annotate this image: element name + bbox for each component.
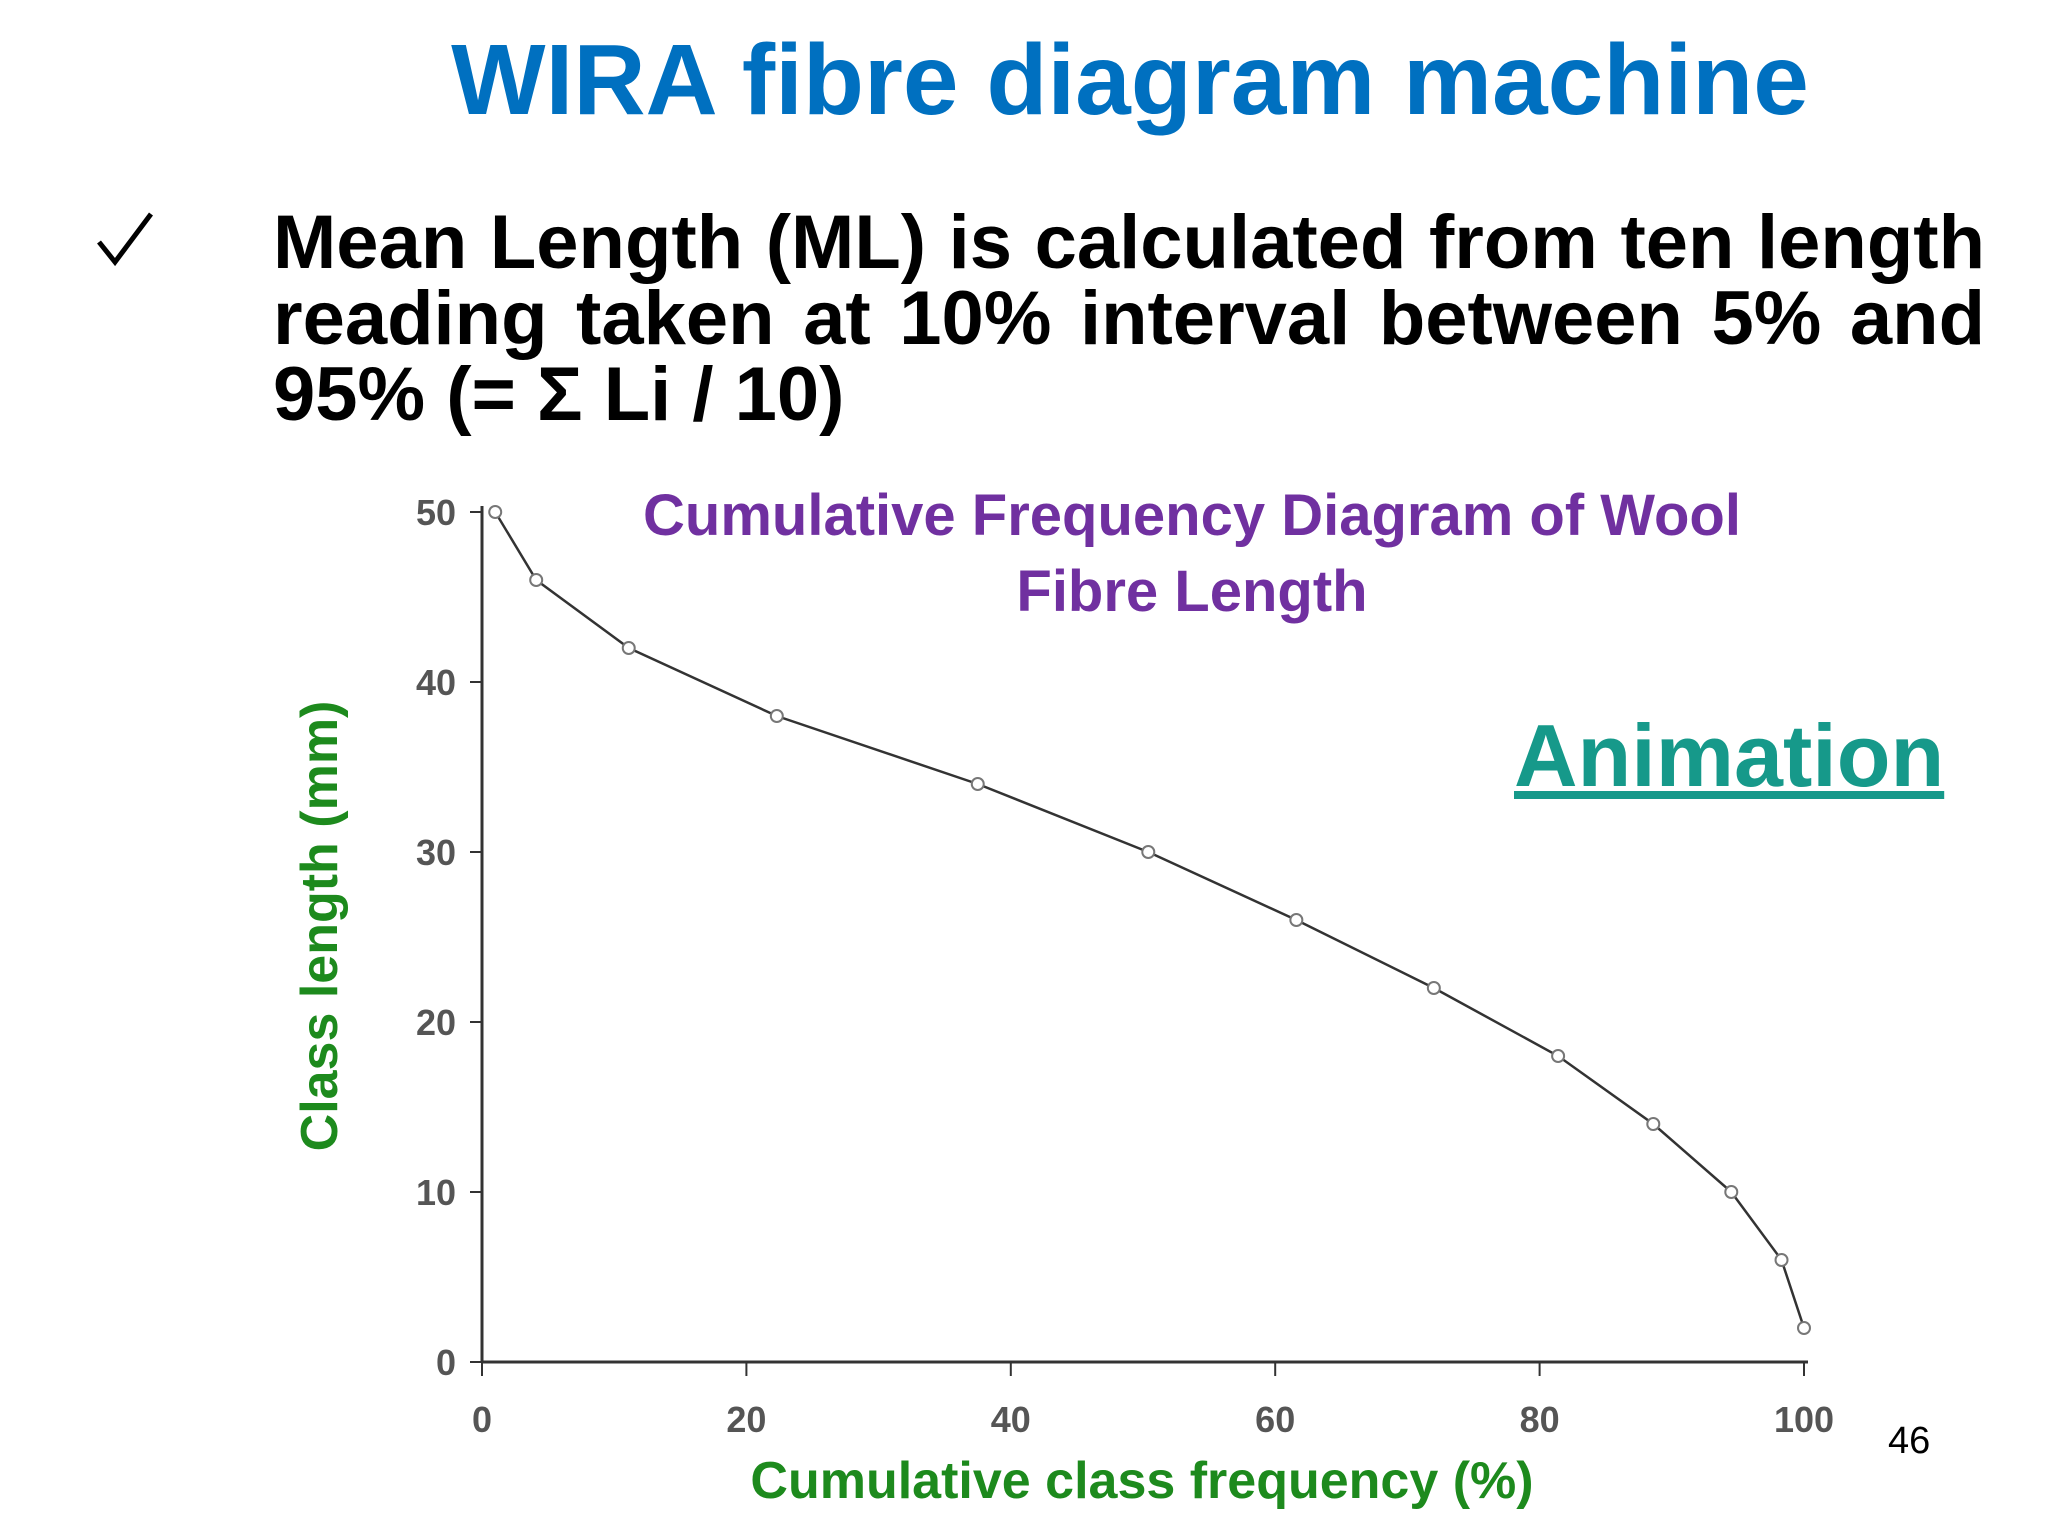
x-tick-label: 100 [1774, 1399, 1834, 1440]
data-point [970, 777, 985, 791]
data-point [621, 641, 636, 655]
bullet-text: Mean Length (ML) is calculated from ten … [273, 200, 1985, 437]
page-number: 46 [1888, 1420, 1931, 1462]
animation-link[interactable]: Animation [1514, 706, 1945, 805]
y-tick-label: 10 [416, 1172, 456, 1213]
data-line [494, 511, 1806, 1329]
data-point [488, 505, 503, 519]
y-tick-label: 40 [416, 662, 456, 703]
data-point [1551, 1049, 1566, 1063]
data-point [1426, 981, 1441, 995]
y-tick-label: 0 [436, 1342, 456, 1383]
x-tick-label: 40 [991, 1399, 1031, 1440]
data-point [1646, 1117, 1661, 1131]
x-tick-label: 60 [1255, 1399, 1295, 1440]
y-tick-label: 30 [416, 832, 456, 873]
x-axis-label: Cumulative class frequency (%) [750, 1452, 1533, 1510]
data-point [1724, 1185, 1739, 1199]
y-tick-label: 50 [416, 492, 456, 533]
x-tick-label: 20 [726, 1399, 766, 1440]
y-axis-label: Class length (mm) [291, 701, 349, 1152]
data-point [1797, 1321, 1811, 1335]
data-point [529, 573, 544, 587]
data-point [1289, 913, 1304, 927]
slide-title: WIRA fibre diagram machine [451, 24, 1809, 136]
data-point [769, 709, 784, 723]
data-point [1141, 845, 1156, 859]
data-point [1774, 1253, 1789, 1267]
y-tick-label: 20 [416, 1002, 456, 1043]
x-tick-label: 80 [1520, 1399, 1560, 1440]
x-tick-label: 0 [472, 1399, 492, 1440]
chart-title: Cumulative Frequency Diagram of Wool Fib… [643, 483, 1741, 624]
check-icon [97, 212, 153, 267]
